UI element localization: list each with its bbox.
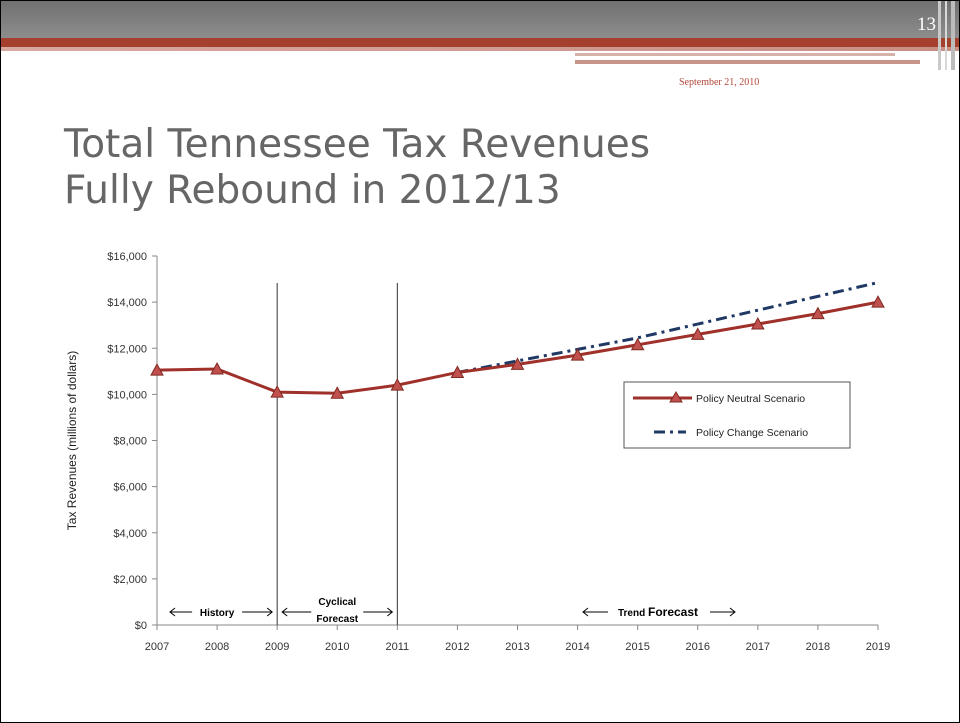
header-accent-line: [575, 60, 920, 64]
region-arrowhead: [387, 607, 394, 617]
slide-date: September 21, 2010: [679, 77, 760, 88]
header-accent-bar: [938, 0, 941, 70]
series-policy-neutral: [150, 295, 885, 399]
legend-swatch-marker: [669, 391, 683, 403]
region-arrowhead: [266, 607, 273, 617]
x-tick-label: 2017: [746, 641, 770, 653]
region-label-history: History: [200, 608, 235, 619]
page-number: 13: [917, 14, 936, 35]
region-label-cyclical: Cyclical: [318, 597, 356, 608]
x-tick-label: 2016: [686, 641, 710, 653]
data-point-triangle: [450, 365, 465, 378]
data-point-triangle: [330, 386, 345, 399]
header-accent-line: [575, 53, 895, 56]
chart-legend: Policy Neutral Scenario Policy Change Sce…: [623, 381, 851, 449]
data-point-triangle: [690, 327, 705, 340]
data-point-triangle: [510, 357, 525, 370]
y-tick-label: $0: [135, 620, 147, 632]
y-tick-label: $6,000: [113, 482, 147, 494]
region-label-trend: Trend: [618, 608, 648, 619]
y-tick-label: $14,000: [107, 297, 147, 309]
chart-axes: $0 $2,000 $4,000 $6,000 $8,000 $10,000 $12,000…: [65, 251, 890, 653]
y-tick-label: $12,000: [107, 343, 147, 355]
data-point-triangle: [750, 316, 765, 330]
data-point-triangle: [811, 306, 825, 320]
data-point-triangle: [150, 363, 164, 376]
slide-title-line-2: Fully Rebound in 2012/13: [64, 168, 561, 213]
x-tick-label: 2011: [386, 641, 410, 653]
header-red-band: [0, 38, 960, 47]
chart-dividers: [276, 283, 398, 625]
header-accent-bar: [951, 0, 955, 70]
x-tick-label: 2007: [145, 641, 169, 653]
x-tick-label: 2014: [565, 641, 589, 653]
data-point-triangle: [390, 378, 405, 391]
region-label-trend-forecast: Trend Forecast: [618, 605, 698, 619]
y-tick-label: $2,000: [113, 574, 147, 586]
slide-title-line-1: Total Tennessee Tax Revenues: [64, 122, 651, 167]
region-label-trend-main: Forecast: [648, 605, 698, 619]
data-point-triangle: [871, 295, 885, 308]
y-axis-title: Tax Revenues (millions of dollars): [65, 351, 79, 530]
legend-label-policy-neutral: Policy Neutral Scenario: [696, 393, 805, 405]
y-tick-label: $8,000: [113, 436, 147, 448]
x-tick-label: 2019: [866, 641, 890, 653]
x-tick-label: 2009: [265, 641, 289, 653]
y-tick-label: $4,000: [113, 528, 147, 540]
header-pink-band: [0, 47, 960, 51]
region-arrowhead: [169, 607, 176, 617]
header-bar: [0, 0, 960, 38]
data-point-triangle: [630, 337, 645, 351]
series-policy-change: [457, 281, 879, 374]
x-tick-label: 2013: [505, 641, 529, 653]
header-accent-bar: [945, 0, 947, 70]
x-tick-label: 2010: [325, 641, 349, 653]
data-point-triangle: [270, 385, 285, 398]
data-point-triangle: [210, 361, 224, 375]
region-arrowhead: [582, 607, 589, 617]
region-arrowhead: [281, 607, 288, 617]
region-label-forecast: Forecast: [316, 614, 358, 625]
x-tick-label: 2018: [806, 641, 830, 653]
y-tick-label: $10,000: [107, 389, 147, 401]
y-tick-label: $16,000: [107, 251, 147, 263]
series-line-policy-neutral: [156, 300, 879, 395]
legend-label-policy-change: Policy Change Scenario: [696, 427, 808, 439]
series-line-policy-change: [457, 281, 879, 374]
x-tick-label: 2008: [205, 641, 229, 653]
legend-box: [623, 381, 851, 449]
region-arrowhead: [729, 607, 736, 617]
slide-title: Total Tennessee Tax Revenues Fully Rebou…: [64, 122, 650, 214]
data-point-triangle: [570, 348, 585, 361]
x-tick-label: 2015: [625, 641, 649, 653]
x-tick-label: 2012: [445, 641, 469, 653]
